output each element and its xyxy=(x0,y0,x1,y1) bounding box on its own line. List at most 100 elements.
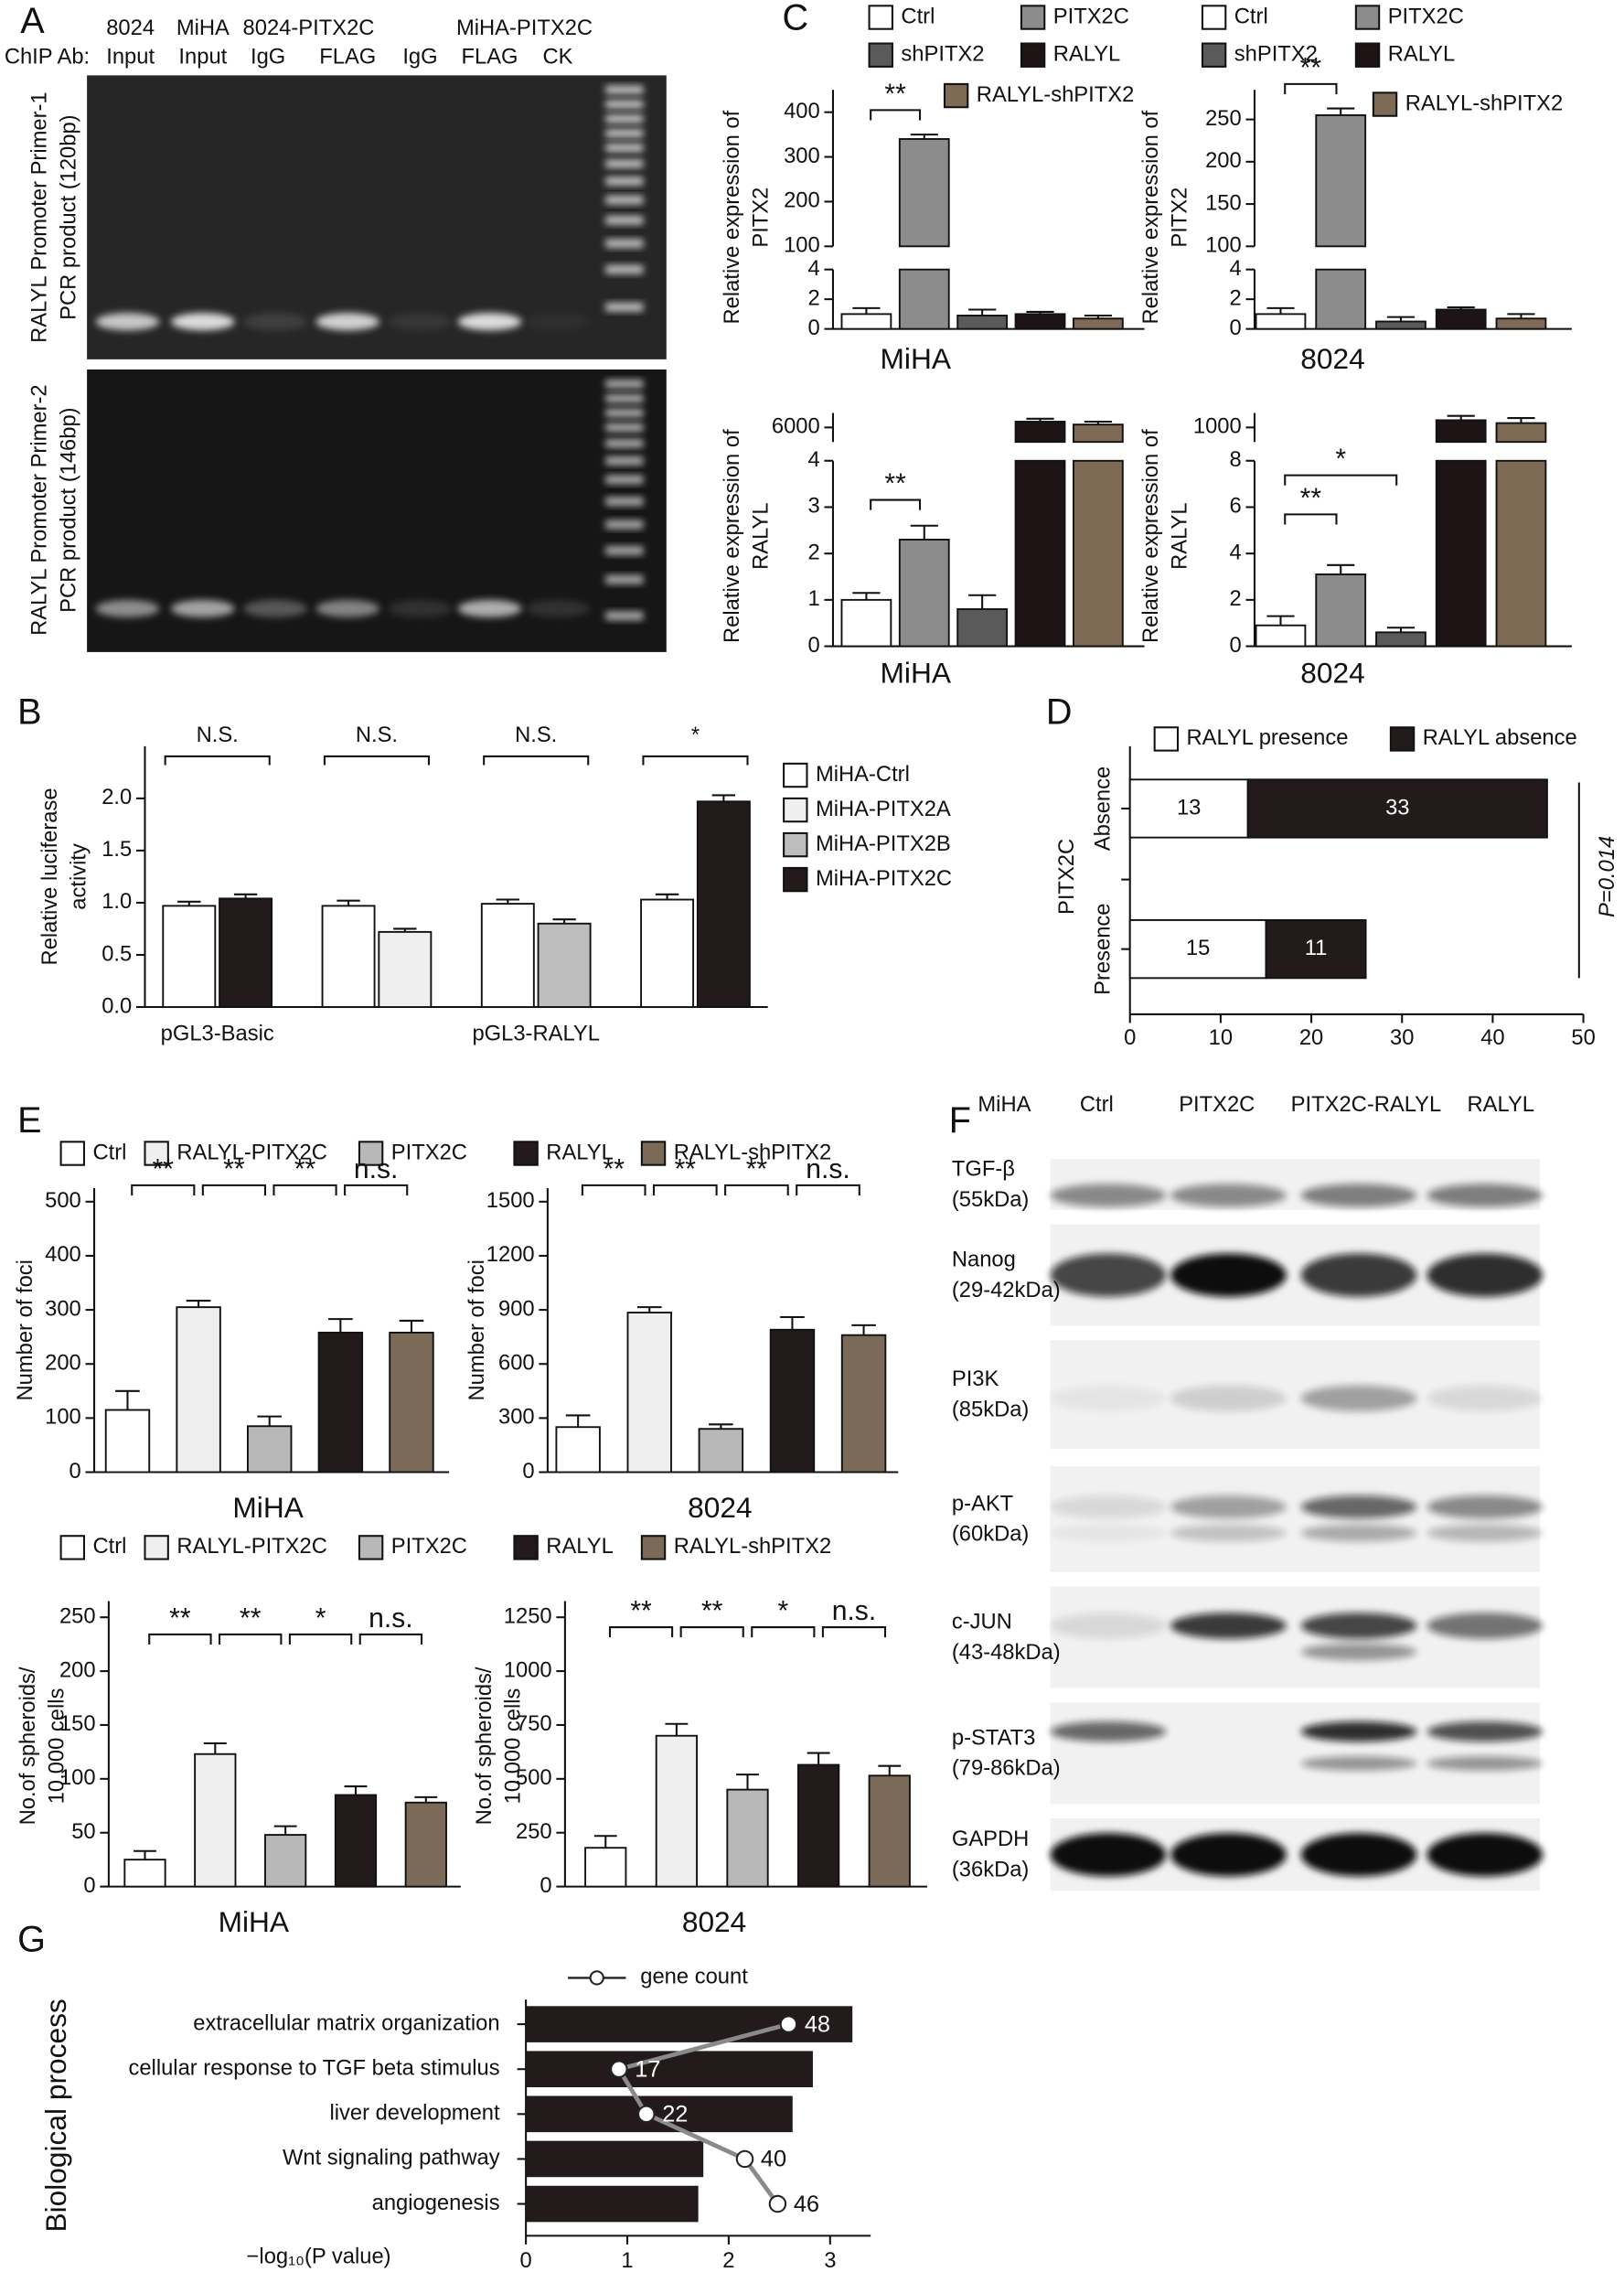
error-bar xyxy=(134,1849,156,1860)
significance-label: ** xyxy=(153,1154,175,1184)
error-bar xyxy=(414,1795,438,1803)
significance-label: n.s. xyxy=(806,1154,849,1184)
bar xyxy=(480,903,535,1008)
error-bar xyxy=(968,594,997,609)
protein-label: PI3K xyxy=(952,1366,999,1391)
protein-size: (43-48kDa) xyxy=(952,1640,1061,1665)
significance-bracket xyxy=(1284,474,1398,486)
x-axis-label: −log₁₀(P value) xyxy=(247,2244,391,2268)
point xyxy=(768,2194,787,2213)
bar xyxy=(626,1312,672,1474)
chart-title: MiHA xyxy=(881,657,952,690)
blot-lane-label: RALYL xyxy=(1468,1092,1535,1117)
lane-header: IgG xyxy=(402,45,437,70)
blot-band xyxy=(1300,1524,1417,1542)
significance-label: ** xyxy=(1300,53,1322,83)
y-tick-label: 100 xyxy=(1205,233,1242,258)
y-axis-label: Number of foci xyxy=(465,1259,489,1400)
protein-size: (36kDa) xyxy=(952,1857,1029,1881)
blot-band xyxy=(1300,1643,1417,1661)
ladder-band xyxy=(605,85,644,94)
gel-band xyxy=(315,313,380,331)
error-bar xyxy=(1026,310,1054,315)
error-bar xyxy=(273,1825,297,1836)
legend-label: MiHA-PITX2A xyxy=(816,797,951,821)
error-bar xyxy=(878,1764,902,1776)
gel-band xyxy=(457,313,522,331)
bar xyxy=(840,313,892,330)
bar xyxy=(1014,313,1066,330)
error-bar xyxy=(593,1835,617,1849)
bar xyxy=(1072,423,1124,444)
blot-band xyxy=(1426,1721,1544,1742)
legend-swatch xyxy=(1372,91,1398,117)
lane-header: MiHA xyxy=(176,16,230,40)
bar xyxy=(526,2006,853,2042)
chart-title: MiHA xyxy=(881,342,952,375)
point-label: 40 xyxy=(761,2147,786,2172)
bar xyxy=(526,2140,704,2178)
bar xyxy=(1435,308,1487,330)
legend-label: Ctrl xyxy=(92,1534,126,1559)
bar xyxy=(162,905,217,1008)
protein-label: p-STAT3 xyxy=(952,1725,1036,1750)
bar xyxy=(1495,459,1547,648)
y-axis-label: Relative luciferase xyxy=(37,788,62,965)
bar xyxy=(264,1834,307,1888)
ladder-band xyxy=(605,303,644,312)
significance-bracket xyxy=(652,1184,718,1195)
error-bar xyxy=(655,893,679,900)
ladder-band xyxy=(605,546,644,555)
bar xyxy=(1375,631,1426,648)
error-bar xyxy=(344,1785,368,1795)
gel-band xyxy=(170,599,235,617)
y-tick-label: 1250 xyxy=(504,1603,552,1628)
significance-label: N.S. xyxy=(515,723,557,747)
gel-band xyxy=(243,599,307,617)
y-tick-label: 100 xyxy=(45,1405,81,1430)
blot-band xyxy=(1426,1253,1544,1297)
y-axis-label: RALYL xyxy=(1167,502,1191,569)
primer-label: PCR product (146bp) xyxy=(56,407,80,612)
y-axis-label: 10,000 cells xyxy=(45,1688,69,1804)
ladder-band xyxy=(605,497,644,506)
error-bar xyxy=(1084,420,1112,425)
y-tick-label: 150 xyxy=(1205,190,1242,215)
significance-label: * xyxy=(315,1603,326,1634)
blot-band xyxy=(1300,1832,1417,1877)
significance-bracket xyxy=(679,1626,744,1638)
error-bar xyxy=(968,308,997,316)
significance-label: n.s. xyxy=(832,1596,876,1626)
blot-band xyxy=(1300,1184,1417,1207)
blot-band xyxy=(1050,1253,1167,1297)
blot-band xyxy=(1050,1721,1167,1742)
protein-size: (85kDa) xyxy=(952,1397,1029,1421)
significance-bracket xyxy=(796,1184,860,1195)
chart-title: MiHA xyxy=(219,1905,290,1938)
blot-band xyxy=(1170,1184,1287,1207)
bar xyxy=(526,2185,699,2223)
blot-band xyxy=(1170,1385,1287,1411)
bar xyxy=(956,315,1009,330)
x-tick-label: 30 xyxy=(1390,1025,1414,1050)
bar xyxy=(640,898,695,1008)
significance-bracket xyxy=(1284,513,1338,525)
y-tick-label: 100 xyxy=(59,1765,96,1790)
bar xyxy=(1265,919,1367,980)
bar xyxy=(247,1425,293,1474)
y-tick-label: Presence xyxy=(1090,903,1115,994)
bar xyxy=(1255,313,1307,330)
y-tick-label: 0 xyxy=(83,1873,95,1898)
protein-size: (29-42kDa) xyxy=(952,1278,1061,1302)
bar xyxy=(840,1334,887,1474)
y-tick-label: 250 xyxy=(59,1603,96,1628)
legend-swatch xyxy=(1153,726,1180,752)
legend-label: RALYL-PITX2C xyxy=(176,1534,327,1559)
x-tick-label: 0 xyxy=(520,2248,532,2272)
legend-label: Ctrl xyxy=(1234,4,1268,28)
y-tick-label: 4 xyxy=(807,256,819,281)
error-bar xyxy=(328,1318,353,1333)
protein-label: p-AKT xyxy=(952,1491,1013,1516)
error-bar xyxy=(910,524,938,540)
